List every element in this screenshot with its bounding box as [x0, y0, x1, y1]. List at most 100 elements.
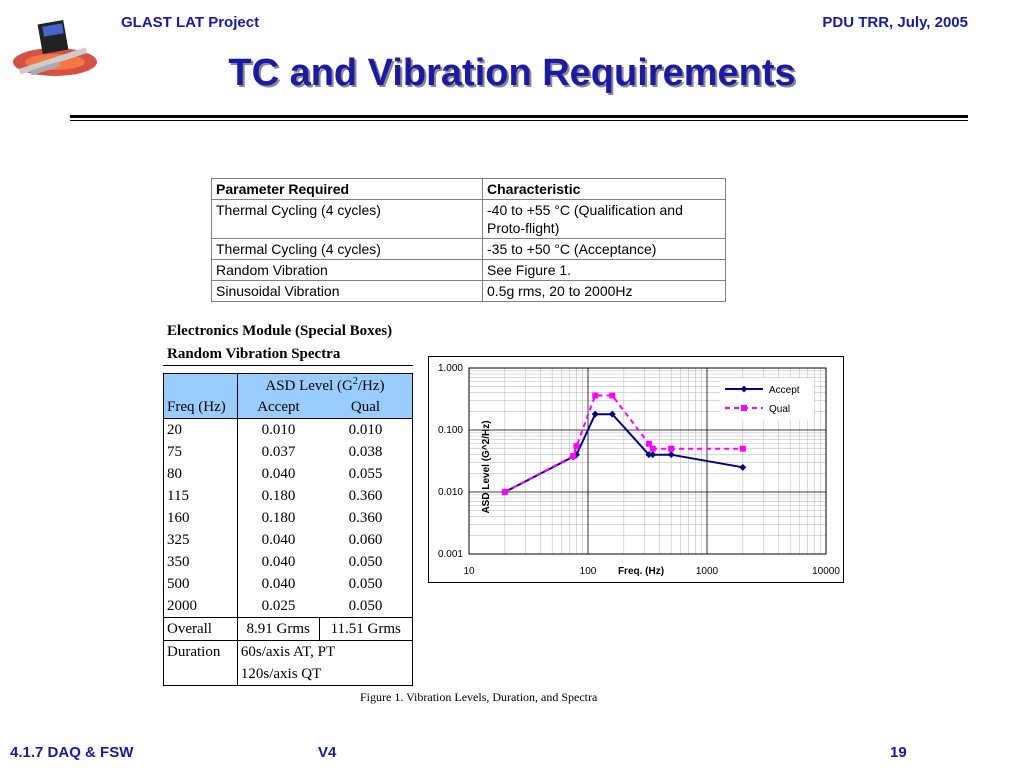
footer-version: V4: [318, 744, 337, 761]
y-tick-label: 0.010: [438, 487, 463, 498]
data-point-accept: [667, 451, 675, 459]
data-point-accept: [645, 451, 653, 459]
qual-cell: 0.050: [319, 573, 414, 595]
data-point-qual: [501, 489, 508, 495]
freq-header-blank: [163, 373, 238, 396]
freq-cell: 500: [163, 573, 238, 595]
x-tick-label: 100: [580, 566, 597, 577]
y-axis-label: ASD Level (G^2/Hz): [481, 420, 492, 513]
spectra-table: ASD Level (G2/Hz) Freq (Hz) Accept Qual …: [163, 373, 414, 686]
characteristic-cell: See Figure 1.: [482, 259, 726, 281]
footer-section: 4.1.7 DAQ & FSW: [10, 744, 134, 761]
accept-cell: 0.010: [261, 421, 296, 438]
overall-label: Overall: [163, 617, 238, 641]
data-point-accept: [739, 463, 747, 471]
qual-cell: 0.050: [319, 595, 414, 618]
data-point-qual: [573, 443, 580, 450]
duration-row: Duration 60s/axis AT, PT: [163, 640, 414, 663]
data-point-accept: [649, 451, 657, 459]
qual-cell: 0.055: [319, 463, 414, 485]
table-row: 350 0.040 0.050: [163, 551, 414, 573]
duration-value-2: 120s/axis QT: [237, 663, 414, 686]
table-row: Thermal Cycling (4 cycles) -40 to +55 °C…: [211, 199, 726, 239]
figure-caption: Figure 1. Vibration Levels, Duration, an…: [360, 690, 598, 704]
accept-cell: 0.037: [261, 443, 296, 460]
overall-row: Overall 8.91 Grms 11.51 Grms: [163, 617, 414, 641]
accept-cell: 0.025: [261, 597, 296, 614]
qual-cell: 0.050: [319, 551, 414, 573]
table-row: 325 0.040 0.060: [163, 529, 414, 551]
legend-label-qual: Qual: [769, 404, 790, 415]
accept-cell: 0.040: [261, 531, 296, 548]
title-divider-thick: [70, 115, 968, 118]
freq-cell: 160: [163, 507, 238, 529]
table-row: 2000 0.025 0.050: [163, 595, 414, 618]
duration-blank: [163, 663, 238, 686]
duration-row-2: 120s/axis QT: [163, 663, 414, 686]
table-row: 75 0.037 0.038: [163, 441, 414, 463]
characteristic-cell: 0.5g rms, 20 to 2000Hz: [482, 280, 726, 302]
parameter-cell: Random Vibration: [211, 259, 483, 281]
legend-box: [720, 378, 814, 420]
table-row: 160 0.180 0.360: [163, 507, 414, 529]
title-divider-thin: [70, 120, 968, 121]
table-row: Sinusoidal Vibration 0.5g rms, 20 to 200…: [211, 280, 726, 302]
review-date: PDU TRR, July, 2005: [822, 14, 968, 31]
parameter-cell: Thermal Cycling (4 cycles): [211, 199, 483, 239]
data-point-accept: [591, 410, 599, 418]
data-point-qual: [570, 453, 577, 460]
x-axis-label: Freq. (Hz): [618, 566, 664, 577]
plot-border: [468, 367, 827, 555]
y-tick-label: 0.001: [438, 549, 463, 560]
table-row: 115 0.180 0.360: [163, 485, 414, 507]
freq-cell: 75: [163, 441, 238, 463]
spectra-title-line2: Random Vibration Spectra: [167, 346, 341, 362]
asd-level-header: ASD Level (G2/Hz): [237, 373, 414, 396]
x-tick-label: 10: [463, 566, 475, 577]
data-point-accept: [608, 410, 616, 418]
y-tick-label: 0.100: [438, 425, 463, 436]
x-tick-label: 10000: [812, 566, 840, 577]
project-name: GLAST LAT Project: [121, 14, 260, 31]
slide-title: TC and Vibration Requirements: [228, 52, 796, 94]
table-row: Thermal Cycling (4 cycles) -35 to +50 °C…: [211, 238, 726, 260]
qual-cell: 0.010: [319, 418, 414, 441]
table-row: 500 0.040 0.050: [163, 573, 414, 595]
freq-cell: 350: [163, 551, 238, 573]
qual-cell: 0.060: [319, 529, 414, 551]
characteristic-cell: -40 to +55 °C (Qualification and Proto-f…: [482, 199, 726, 239]
accept-cell: 0.180: [261, 487, 296, 504]
qual-column-header: Qual: [319, 396, 414, 419]
duration-value-1: 60s/axis AT, PT: [237, 640, 414, 663]
data-point-qual: [645, 440, 652, 447]
header-characteristic: Characteristic: [482, 178, 726, 200]
qual-cell: 0.360: [319, 485, 414, 507]
data-point-qual: [739, 445, 746, 452]
vibration-spectra-chart: 10 100 1000 10000 0.001 0.010 0.100 1.000 Freq. …: [428, 356, 844, 583]
legend-marker-qual: [741, 405, 747, 411]
legend-label-accept: Accept: [769, 385, 800, 396]
freq-cell: 80: [163, 463, 238, 485]
table-row: 80 0.040 0.055: [163, 463, 414, 485]
parameter-cell: Thermal Cycling (4 cycles): [211, 238, 483, 260]
freq-column-header: Freq (Hz): [163, 396, 238, 419]
overall-accept: 8.91 Grms: [237, 617, 320, 641]
series-line-qual: [504, 394, 743, 493]
parameter-cell: Sinusoidal Vibration: [211, 280, 483, 302]
accept-column-header: Accept: [237, 396, 320, 419]
qual-cell: 0.360: [319, 507, 414, 529]
header-parameter: Parameter Required: [211, 178, 483, 200]
freq-cell: 2000: [163, 595, 238, 618]
spectra-title-line1: Electronics Module (Special Boxes): [167, 323, 393, 339]
data-point-qual: [668, 445, 675, 452]
glast-logo-icon: [13, 19, 97, 76]
characteristic-cell: -35 to +50 °C (Acceptance): [482, 238, 726, 260]
freq-cell: 115: [163, 485, 238, 507]
freq-cell: 325: [163, 529, 238, 551]
accept-cell: 0.180: [261, 509, 296, 526]
spectra-title-underline: [163, 365, 413, 366]
data-point-qual: [649, 445, 656, 452]
accept-cell: 0.040: [261, 553, 296, 570]
y-tick-label: 1.000: [438, 363, 463, 374]
x-tick-label: 1000: [696, 566, 719, 577]
